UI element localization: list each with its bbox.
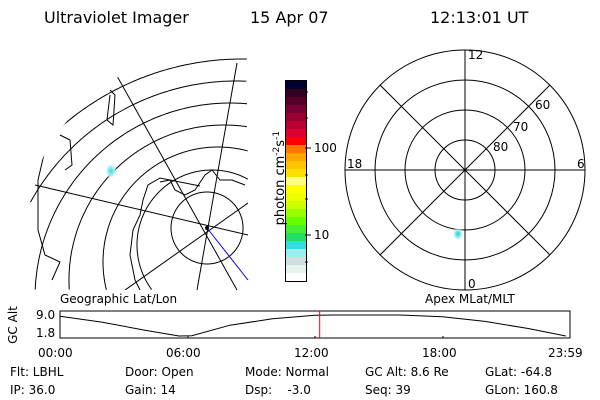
info-field: Mode: Normal [245, 365, 329, 379]
info-field: Dsp: -3.0 [245, 383, 311, 397]
coastline [106, 89, 116, 127]
ytick-1.8: 1.8 [36, 326, 56, 340]
colorbar-tick-100: 100 [314, 141, 337, 155]
colorbar-swatch [286, 177, 306, 185]
info-field: GLat: -64.8 [485, 365, 552, 379]
altitude-ylabel: GC Alt [5, 306, 20, 344]
info-field: Seq: 39 [365, 383, 411, 397]
lat-circle [136, 169, 248, 290]
xtick: 23:59 [548, 346, 583, 360]
colorbar-swatch [286, 273, 306, 281]
colorbar-swatch [286, 113, 306, 121]
coastline [129, 177, 201, 291]
info-field: Door: Open [125, 365, 194, 379]
colorbar-swatch [286, 249, 306, 257]
colorbar-swatch [286, 145, 306, 153]
lon-line [107, 59, 238, 291]
mlt-label-6: 6 [577, 157, 585, 171]
colorbar-swatch [286, 129, 306, 137]
colorbar-swatch [286, 161, 306, 169]
colorbar-tick-10: 10 [314, 228, 330, 242]
time-label: 12:13:01 UT [430, 8, 529, 27]
lat-circle [30, 80, 247, 203]
colorbar-swatch [286, 185, 306, 193]
info-field: Gain: 14 [125, 383, 176, 397]
mlt-label-18: 18 [347, 157, 363, 171]
colorbar [285, 80, 307, 282]
info-field: Flt: LBHL [10, 365, 64, 379]
geographic-title: Geographic Lat/Lon [60, 292, 178, 306]
instrument-title: Ultraviolet Imager [44, 8, 189, 27]
colorbar-swatch [286, 153, 306, 161]
lat-circle [170, 191, 244, 265]
lon-line [124, 202, 248, 291]
ring-label-60: 60 [535, 98, 551, 112]
colorbar-swatch [286, 201, 306, 209]
colorbar-swatch [286, 233, 306, 241]
date-label: 15 Apr 07 [250, 8, 329, 27]
colorbar-swatch [286, 209, 306, 217]
colorbar-swatch [286, 97, 306, 105]
colorbar-swatch [286, 193, 306, 201]
ring-label-70: 70 [513, 120, 529, 134]
aurora-spot [452, 227, 464, 241]
lat-circle [34, 102, 248, 290]
pole-marker [205, 226, 209, 230]
apex-title: Apex MLat/MLT [425, 292, 515, 306]
altitude-curve [59, 314, 566, 337]
mlt-label-12: 12 [468, 48, 484, 62]
coastline [59, 134, 73, 171]
colorbar-swatch [286, 225, 306, 233]
mlt-label-0: 0 [468, 277, 476, 291]
info-field: GLon: 160.8 [485, 383, 558, 397]
colorbar-swatch [286, 105, 306, 113]
colorbar-swatch [286, 217, 306, 225]
colorbar-swatch [286, 81, 306, 89]
colorbar-swatch [286, 89, 306, 97]
colorbar-swatch [286, 241, 306, 249]
coastline [159, 169, 246, 196]
colorbar-swatch [286, 257, 306, 265]
colorbar-swatch [286, 265, 306, 273]
xtick: 06:00 [166, 346, 201, 360]
lat-circle [68, 124, 247, 290]
colorbar-swatch [286, 137, 306, 145]
ytick-9: 9.0 [36, 308, 56, 322]
info-field: GC Alt: 8.6 Re [365, 365, 449, 379]
aurora-spot [105, 163, 117, 179]
xtick: 12:00 [294, 346, 329, 360]
xtick: 00:00 [38, 346, 73, 360]
diagonal [379, 84, 551, 256]
xtick: 18:00 [422, 346, 457, 360]
ring-label-80: 80 [493, 140, 509, 154]
lat-circle [102, 146, 248, 290]
trajectory-line [206, 227, 249, 281]
info-field: IP: 36.0 [10, 383, 56, 397]
colorbar-swatch [286, 121, 306, 129]
colorbar-swatch [286, 169, 306, 177]
